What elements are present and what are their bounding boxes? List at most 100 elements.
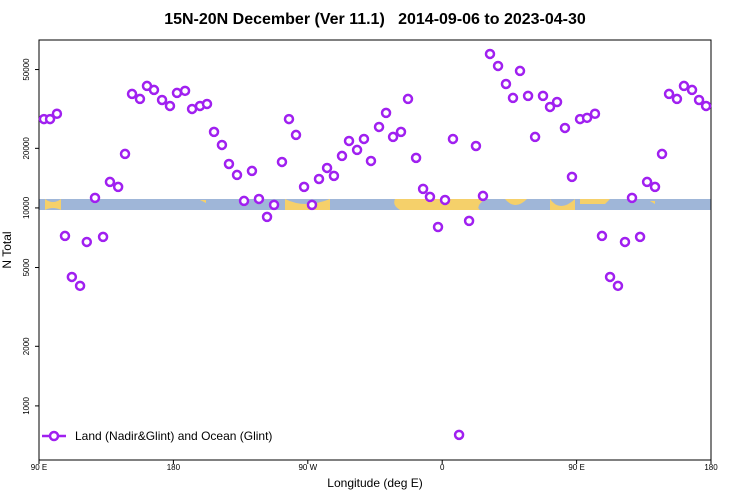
data-point [581,112,593,124]
data-point [604,271,616,283]
data-point [238,195,250,207]
data-point [463,215,475,227]
data-point [537,90,549,102]
x-axis-label: Longitude (deg E) [327,476,422,490]
y-tick-label: 50000 [22,58,31,81]
y-tick-label: 5000 [22,258,31,276]
legend: Land (Nadir&Glint) and Ocean (Glint) [42,429,272,443]
data-point [201,98,213,110]
data-point [51,108,63,119]
data-point [179,85,191,97]
data-point [66,271,78,283]
data-point [626,192,638,204]
data-point [387,131,399,143]
data-point [700,100,712,112]
data-point [566,171,578,183]
data-point [171,87,183,99]
data-point [589,108,601,119]
legend-marker [48,430,60,442]
data-point [470,140,482,152]
data-point [649,181,661,193]
data-point [148,84,160,96]
data-point [276,156,288,168]
data-point [74,280,86,292]
data-point [134,93,146,105]
x-tick-label: 180 [167,463,181,472]
data-point [97,231,109,243]
data-point [663,88,675,100]
data-point [596,230,608,242]
y-tick-label: 2000 [22,337,31,355]
data-point [507,92,519,104]
data-point [336,150,348,162]
data-point [358,133,370,145]
data-point [500,78,512,90]
data-point [559,122,571,134]
data-point [81,236,93,248]
data-point [693,94,705,106]
data-point [164,100,176,112]
data-point [410,152,422,164]
data-point [283,113,295,125]
data-point [417,183,429,195]
data-point [156,94,168,106]
x-tick-label: 90 E [568,463,584,472]
data-point [634,231,646,243]
data-point [529,131,541,143]
data-point [380,107,392,119]
data-point [290,129,302,141]
y-tick-label: 10000 [22,196,31,219]
data-point [365,155,377,167]
data-point [298,181,310,193]
y-axis-label: N Total [0,231,14,268]
data-point [514,65,526,77]
data-point [641,176,653,188]
data-point [253,193,265,205]
data-point [231,169,243,181]
data-point [223,158,235,170]
legend-label: Land (Nadir&Glint) and Ocean (Glint) [75,429,272,443]
data-point [544,101,556,113]
data-point [306,199,318,211]
chart-title: 15N-20N December (Ver 11.1) 2014-09-06 t… [164,11,586,28]
data-point [424,191,436,203]
data-point [261,211,273,223]
x-tick-label: 90 W [298,463,317,472]
data-point [686,84,698,96]
data-point [321,162,333,174]
data-point [551,96,563,108]
data-point [439,194,451,206]
data-point [492,60,504,72]
data-point [246,165,258,177]
map-strip [39,199,711,210]
data-point [656,148,668,160]
data-point [59,230,71,242]
data-point [432,221,444,233]
data-point [104,176,116,188]
x-tick-label: 90 E [31,463,47,472]
data-point [678,80,690,92]
data-point [343,135,355,147]
data-point [395,126,407,138]
data-point [119,148,131,160]
data-point [126,88,138,100]
data-point [402,93,414,105]
data-point [112,181,124,193]
data-point [216,139,228,151]
y-tick-label: 20000 [22,137,31,160]
data-point [671,93,683,105]
x-tick-label: 180 [704,463,718,472]
x-tick-label: 0 [440,463,445,472]
data-point [612,280,624,292]
data-point [44,113,56,125]
data-point [619,236,631,248]
data-point [447,133,459,145]
data-point [373,121,385,133]
data-point [522,90,534,102]
y-tick-label: 1000 [22,396,31,414]
data-point [453,429,465,441]
data-point [351,144,363,156]
data-point [89,192,101,204]
data-point [208,126,220,138]
